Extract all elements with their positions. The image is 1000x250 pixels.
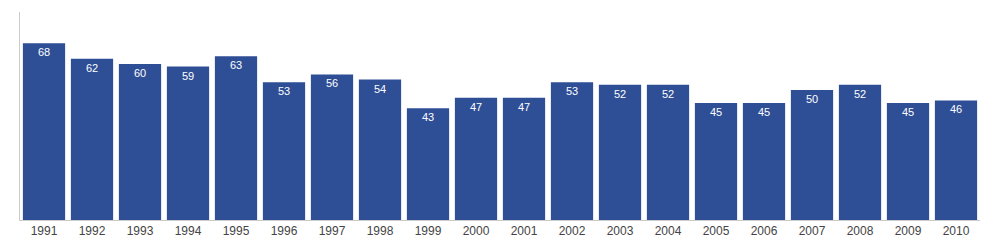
svg-text:2010: 2010 [943,224,970,238]
svg-text:2008: 2008 [847,224,874,238]
svg-text:1997: 1997 [319,224,346,238]
svg-text:56: 56 [326,77,338,89]
svg-text:2001: 2001 [511,224,538,238]
svg-text:68: 68 [38,46,50,58]
svg-text:1992: 1992 [79,224,106,238]
svg-text:53: 53 [278,85,290,97]
svg-text:45: 45 [758,106,770,118]
svg-text:45: 45 [902,106,914,118]
svg-text:1999: 1999 [415,224,442,238]
svg-text:52: 52 [854,88,866,100]
svg-text:46: 46 [950,103,962,115]
svg-text:2006: 2006 [751,224,778,238]
svg-text:2007: 2007 [799,224,826,238]
svg-text:2009: 2009 [895,224,922,238]
svg-text:2003: 2003 [607,224,634,238]
svg-text:52: 52 [662,88,674,100]
svg-text:50: 50 [806,93,818,105]
svg-text:1996: 1996 [271,224,298,238]
svg-text:59: 59 [182,70,194,82]
svg-text:1994: 1994 [175,224,202,238]
svg-text:1991: 1991 [31,224,58,238]
svg-text:2002: 2002 [559,224,586,238]
svg-text:52: 52 [614,88,626,100]
svg-text:47: 47 [470,101,482,113]
svg-text:60: 60 [134,67,146,79]
svg-text:63: 63 [230,59,242,71]
svg-text:2005: 2005 [703,224,730,238]
svg-text:62: 62 [86,62,98,74]
svg-text:45: 45 [710,106,722,118]
svg-text:53: 53 [566,85,578,97]
svg-text:47: 47 [518,101,530,113]
svg-text:2004: 2004 [655,224,682,238]
svg-text:2000: 2000 [463,224,490,238]
svg-text:54: 54 [374,83,386,95]
svg-text:43: 43 [422,111,434,123]
svg-text:1998: 1998 [367,224,394,238]
svg-text:1995: 1995 [223,224,250,238]
svg-text:1993: 1993 [127,224,154,238]
